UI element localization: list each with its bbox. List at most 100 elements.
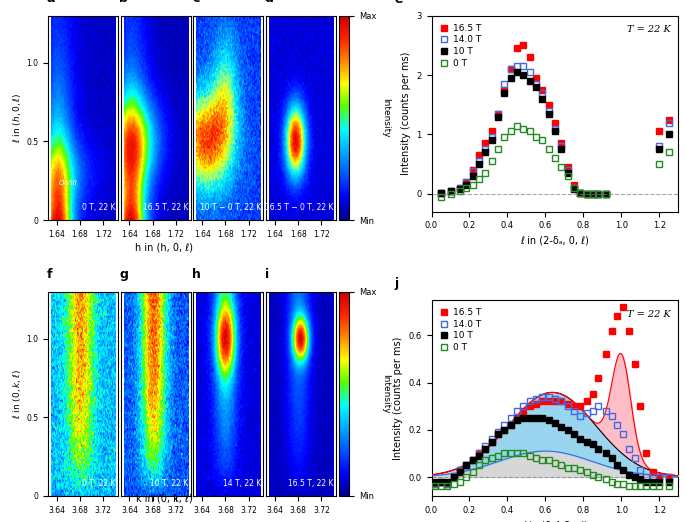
16.5 T xyxy=(456,185,464,191)
0 T xyxy=(447,191,455,197)
10 T xyxy=(532,84,540,90)
16.5 T xyxy=(556,140,564,147)
16.5 T xyxy=(545,102,553,108)
16.5 T xyxy=(636,403,645,409)
16.5 T xyxy=(526,403,534,409)
Y-axis label: Intensity (counts per ms): Intensity (counts per ms) xyxy=(401,52,411,175)
10 T xyxy=(519,72,527,78)
16.5 T xyxy=(602,191,610,197)
Text: T = 22 K: T = 22 K xyxy=(627,310,671,319)
16.5 T xyxy=(513,45,521,52)
10 T xyxy=(513,417,521,423)
16.5 T xyxy=(655,128,663,135)
0 T xyxy=(655,483,663,490)
14.0 T xyxy=(602,191,610,197)
10 T xyxy=(575,436,584,442)
16.5 T xyxy=(625,327,633,334)
14.0 T xyxy=(532,81,540,87)
14.0 T xyxy=(494,111,502,117)
0 T xyxy=(513,450,521,457)
0 T xyxy=(570,465,578,471)
0 T xyxy=(499,450,508,457)
14.0 T xyxy=(551,396,559,402)
14.0 T xyxy=(456,185,464,191)
16.5 T xyxy=(575,403,584,409)
16.5 T xyxy=(564,164,572,170)
Y-axis label: Intensity (counts per ms): Intensity (counts per ms) xyxy=(393,336,403,459)
10 T xyxy=(519,415,527,421)
14.0 T xyxy=(556,143,564,149)
0 T xyxy=(494,146,502,152)
0 T xyxy=(437,194,445,200)
Text: 0 T, 22 K: 0 T, 22 K xyxy=(82,479,116,488)
16.5 T xyxy=(462,179,470,185)
10 T xyxy=(469,457,477,464)
14.0 T xyxy=(588,408,597,414)
16.5 T xyxy=(630,361,638,367)
0 T xyxy=(564,173,572,179)
10 T xyxy=(494,431,502,437)
0 T xyxy=(625,483,633,490)
14.0 T xyxy=(456,467,464,473)
16.5 T xyxy=(575,189,584,196)
10 T xyxy=(630,474,638,480)
14.0 T xyxy=(564,403,572,409)
Text: 0 T, 22 K: 0 T, 22 K xyxy=(82,203,116,212)
14.0 T xyxy=(642,474,650,480)
14.0 T xyxy=(551,125,559,132)
0 T xyxy=(642,483,650,490)
14.0 T xyxy=(664,474,673,480)
0 T xyxy=(462,185,470,191)
14.0 T xyxy=(564,167,572,173)
16.5 T xyxy=(499,426,508,433)
0 T xyxy=(588,471,597,478)
16.5 T xyxy=(488,128,497,135)
Text: T = 22 K: T = 22 K xyxy=(627,26,671,34)
16.5 T xyxy=(494,111,502,117)
Line: 14.0 T: 14.0 T xyxy=(438,63,671,197)
0 T xyxy=(437,483,445,490)
10 T xyxy=(664,479,673,485)
10 T xyxy=(526,415,534,421)
16.5 T xyxy=(664,116,673,123)
16.5 T xyxy=(507,422,515,428)
10 T xyxy=(462,462,470,468)
10 T xyxy=(556,424,564,431)
0 T xyxy=(475,176,483,182)
14.0 T xyxy=(570,408,578,414)
10 T xyxy=(481,149,489,156)
0 T xyxy=(526,128,534,135)
Text: 16.5 T − 0 T, 22 K: 16.5 T − 0 T, 22 K xyxy=(265,203,334,212)
14.0 T xyxy=(532,396,540,402)
16.5 T xyxy=(437,479,445,485)
16.5 T xyxy=(564,401,572,407)
14.0 T xyxy=(488,436,497,442)
14.0 T xyxy=(583,410,591,417)
10 T xyxy=(602,191,610,197)
0 T xyxy=(556,462,564,468)
16.5 T xyxy=(488,438,497,445)
0 T xyxy=(556,164,564,170)
10 T xyxy=(456,469,464,476)
16.5 T xyxy=(532,75,540,81)
0 T xyxy=(602,191,610,197)
14.0 T xyxy=(556,398,564,405)
0 T xyxy=(583,191,591,197)
Line: 10 T: 10 T xyxy=(432,415,671,484)
10 T xyxy=(432,479,440,485)
Text: e: e xyxy=(395,0,403,6)
14.0 T xyxy=(619,431,627,437)
10 T xyxy=(608,455,616,461)
0 T xyxy=(538,137,546,144)
16.5 T xyxy=(538,398,546,405)
16.5 T xyxy=(447,188,455,194)
10 T xyxy=(456,186,464,192)
10 T xyxy=(488,438,497,445)
10 T xyxy=(583,191,591,197)
Text: 16.5 T, 22 K: 16.5 T, 22 K xyxy=(288,479,334,488)
10 T xyxy=(664,132,673,138)
10 T xyxy=(526,78,534,84)
16.5 T xyxy=(583,191,591,197)
10 T xyxy=(494,113,502,120)
0 T xyxy=(551,155,559,161)
